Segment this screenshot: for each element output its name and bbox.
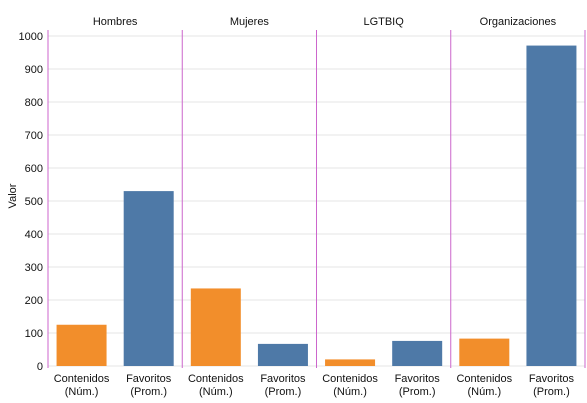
y-tick-label: 900 [25, 64, 43, 76]
y-axis-ticks: 0 100 200 300 400 500 600 700 800 900 1000 [19, 31, 43, 373]
y-tick-label: 700 [25, 130, 43, 142]
y-axis-title: Valor [7, 183, 19, 208]
category-label: (Núm.) [468, 386, 502, 398]
panel-title: Organizaciones [480, 16, 557, 28]
y-tick-label: 200 [25, 295, 43, 307]
bar [459, 338, 510, 366]
panel-title: Mujeres [230, 16, 270, 28]
bar [123, 191, 174, 366]
y-tick-label: 300 [25, 262, 43, 274]
category-label: Contenidos [456, 373, 512, 385]
category-label: (Prom.) [265, 386, 302, 398]
y-tick-label: 1000 [19, 31, 43, 43]
category-label: (Prom.) [533, 386, 570, 398]
category-label: Favoritos [126, 373, 172, 385]
category-label: Contenidos [54, 373, 110, 385]
category-labels: Contenidos(Núm.)Favoritos(Prom.)Contenid… [54, 373, 575, 398]
y-tick-label: 400 [25, 229, 43, 241]
y-tick-label: 0 [37, 361, 43, 373]
category-label: Favoritos [529, 373, 575, 385]
y-tick-label: 600 [25, 163, 43, 175]
y-tick-label: 500 [25, 196, 43, 208]
category-label: Contenidos [322, 373, 378, 385]
y-tick-label: 100 [25, 328, 43, 340]
panel-title: Hombres [93, 16, 138, 28]
y-tick-label: 800 [25, 97, 43, 109]
panel-titles: Hombres Mujeres LGTBIQ Organizaciones [93, 16, 557, 28]
bar [392, 340, 443, 366]
category-label: (Prom.) [399, 386, 436, 398]
bar [325, 359, 376, 366]
panel-title: LGTBIQ [363, 16, 404, 28]
category-label: (Núm.) [333, 386, 367, 398]
category-label: Favoritos [260, 373, 306, 385]
category-label: Contenidos [188, 373, 244, 385]
category-label: (Núm.) [65, 386, 99, 398]
category-label: (Núm.) [199, 386, 233, 398]
category-label: Favoritos [395, 373, 441, 385]
bar [56, 324, 107, 366]
bars [56, 45, 577, 366]
bar [190, 288, 241, 366]
bar [257, 343, 308, 366]
panel-separators [47, 30, 586, 368]
category-label: (Prom.) [130, 386, 167, 398]
bar [526, 45, 577, 366]
